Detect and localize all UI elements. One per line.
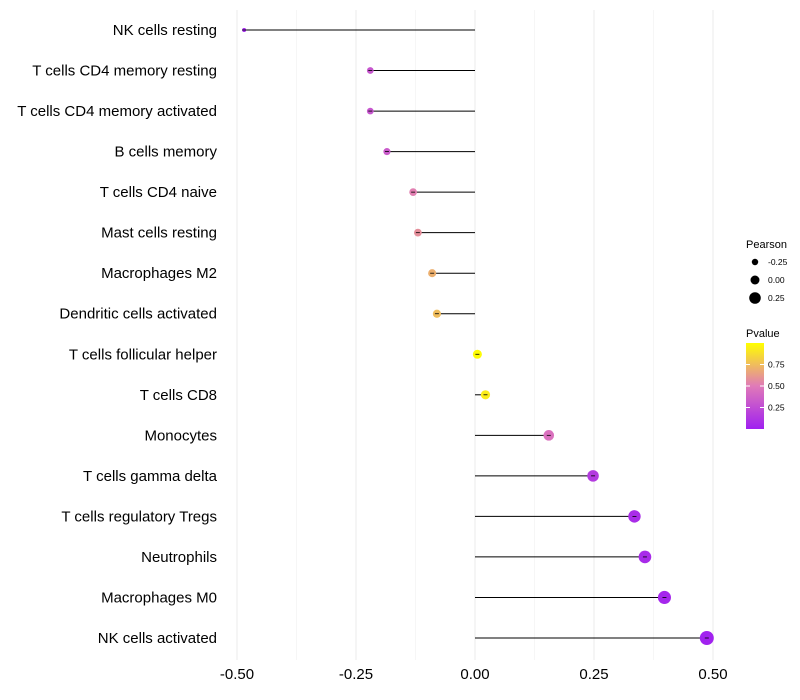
category-label: Dendritic cells activated <box>59 306 217 323</box>
category-label: T cells CD4 memory activated <box>17 103 217 120</box>
colorbar-label: 0.50 <box>768 381 785 391</box>
colorbar-label: 0.75 <box>768 360 785 370</box>
size-legend-key <box>751 258 759 266</box>
pearson-legend-title: Pearson <box>746 239 787 251</box>
x-tick-label: 0.00 <box>460 666 489 683</box>
pvalue-color-legend: Pvalue 0.25 0.50 0.75 <box>746 328 785 429</box>
size-legend-label: 0.00 <box>768 275 785 285</box>
category-label: T cells gamma delta <box>83 468 218 485</box>
category-label: T cells regulatory Tregs <box>61 508 217 525</box>
category-label: T cells follicular helper <box>69 346 217 363</box>
category-label: NK cells resting <box>113 22 217 39</box>
category-label: B cells memory <box>114 144 217 161</box>
category-label: NK cells activated <box>98 630 217 647</box>
size-legend-key <box>749 292 761 304</box>
category-label: T cells CD4 naive <box>100 184 217 201</box>
x-tick-label: 0.50 <box>698 666 727 683</box>
pearson-size-legend: Pearson -0.25 0.00 0.25 <box>746 239 788 304</box>
x-tick-label: -0.50 <box>220 666 254 683</box>
category-label: Macrophages M0 <box>101 589 217 606</box>
category-labels: NK cells resting T cells CD4 memory resti… <box>17 22 217 647</box>
x-axis-ticks: -0.50 -0.25 0.00 0.25 0.50 <box>220 666 728 683</box>
category-label: T cells CD8 <box>140 387 217 404</box>
x-tick-label: -0.25 <box>339 666 373 683</box>
size-legend-key <box>750 275 760 285</box>
category-label: Monocytes <box>144 427 217 444</box>
category-label: T cells CD4 memory resting <box>32 63 217 80</box>
category-label: Neutrophils <box>141 549 217 566</box>
size-legend-label: 0.25 <box>768 293 785 303</box>
grid-layer <box>236 10 714 660</box>
pvalue-legend-title: Pvalue <box>746 328 780 340</box>
category-label: Macrophages M2 <box>101 265 217 282</box>
x-tick-label: 0.25 <box>579 666 608 683</box>
segment-layer <box>244 29 707 639</box>
point-layer <box>242 28 714 645</box>
size-legend-label: -0.25 <box>768 257 788 267</box>
colorbar-label: 0.25 <box>768 403 785 413</box>
pvalue-colorbar <box>746 343 764 429</box>
category-label: Mast cells resting <box>101 225 217 242</box>
